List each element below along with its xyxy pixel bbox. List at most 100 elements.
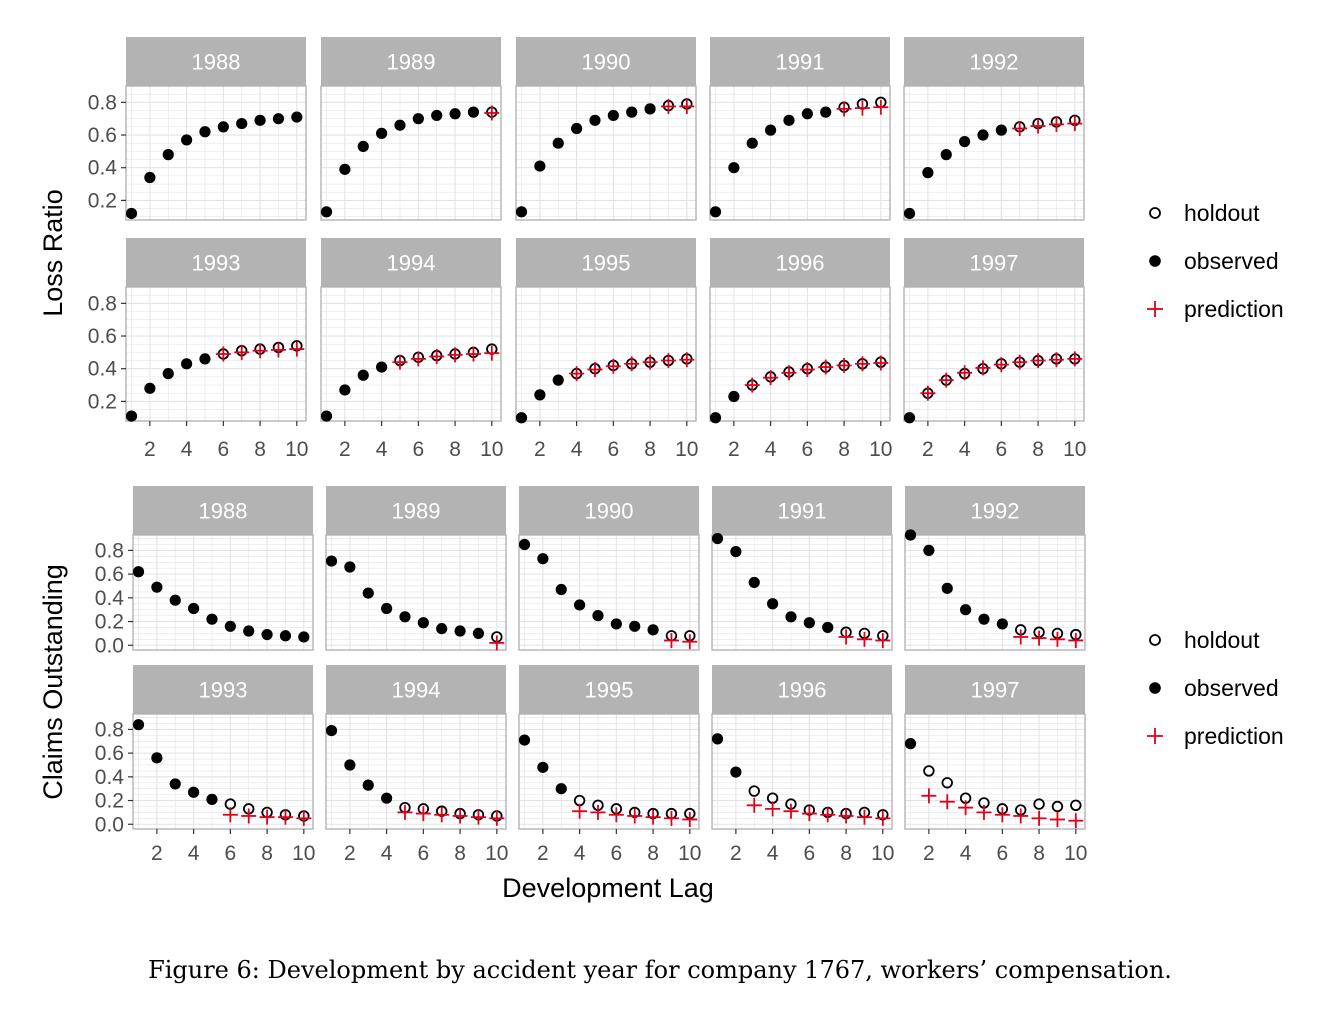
prediction-point	[854, 100, 870, 116]
observed-point	[765, 124, 777, 136]
x-tick-label: 8	[261, 842, 273, 865]
x-tick-label: 10	[1064, 842, 1087, 865]
facet-strip-label: 1996	[778, 678, 827, 703]
facet-strip-label: 1992	[971, 499, 1020, 524]
observed-legend-icon	[1149, 682, 1161, 694]
prediction-point	[234, 344, 250, 360]
observed-point	[417, 617, 429, 629]
facet-strip	[126, 37, 306, 86]
x-tick-label: 8	[838, 438, 850, 461]
x-tick-label: 6	[997, 842, 1009, 865]
x-tick-label: 10	[678, 842, 701, 865]
observed-point	[515, 206, 528, 218]
prediction-point	[682, 812, 698, 828]
x-tick-label: 6	[804, 842, 816, 865]
x-tick-label: 10	[292, 842, 315, 865]
facet-strip-label: 1997	[970, 251, 1019, 276]
x-tick-label: 6	[611, 842, 623, 865]
observed-point	[537, 761, 549, 773]
prediction-point	[222, 807, 238, 823]
facet-strip-label: 1993	[199, 678, 248, 703]
x-tick-label: 2	[144, 438, 156, 461]
prediction-point	[1068, 633, 1084, 649]
observed-point	[162, 149, 174, 161]
observed-point	[592, 610, 604, 622]
prediction-point	[682, 634, 698, 650]
observed-point	[449, 108, 461, 120]
observed-point	[325, 724, 338, 737]
prediction-point	[590, 804, 606, 820]
observed-point	[217, 121, 229, 133]
panel-border	[320, 286, 502, 422]
observed-point	[711, 532, 724, 545]
observed-point	[820, 106, 832, 118]
observed-point	[995, 124, 1007, 136]
loss-ratio-axis-title: Loss Ratio	[38, 189, 68, 317]
x-tick-label: 6	[413, 438, 425, 461]
prediction-point	[1031, 630, 1047, 646]
observed-point	[785, 611, 797, 623]
prediction-point	[215, 346, 231, 362]
panel-background	[126, 86, 306, 220]
facet-strip-label: 1989	[387, 50, 436, 75]
observed-point	[399, 611, 411, 623]
observed-point	[362, 779, 374, 791]
observed-point	[746, 137, 758, 149]
observed-point	[344, 561, 356, 573]
prediction-point	[572, 803, 588, 819]
x-tick-label: 6	[802, 438, 814, 461]
observed-point	[977, 129, 989, 141]
prediction-point	[605, 358, 621, 374]
facet-strip	[519, 665, 699, 714]
claims-outstanding-axis-title: Claims Outstanding	[38, 564, 68, 800]
prediction-point	[993, 357, 1009, 373]
x-tick-label: 10	[1063, 438, 1086, 461]
observed-point	[394, 119, 406, 131]
panel-border	[125, 286, 307, 422]
panel-border	[709, 286, 891, 422]
x-tick-label: 10	[869, 438, 892, 461]
x-tick-label: 8	[647, 842, 659, 865]
facet-strip	[905, 486, 1085, 535]
y-tick-label: 0.2	[95, 611, 124, 634]
facet-panel-1996: 1996 2 4 6 8 10	[709, 238, 892, 461]
prediction-point	[1031, 810, 1047, 826]
panel-border	[904, 534, 1086, 651]
prediction-point	[975, 360, 991, 376]
panel-border	[711, 534, 893, 651]
prediction-point	[783, 803, 799, 819]
y-tick-label: 0.0	[95, 634, 124, 657]
y-tick-label: 0.4	[95, 766, 125, 789]
observed-point	[534, 389, 546, 401]
observed-point	[574, 599, 586, 611]
observed-point	[454, 625, 466, 637]
facet-panel-1994: 1994 2 4 6 8 10	[320, 238, 503, 461]
prediction-point	[484, 105, 500, 121]
observed-point	[272, 113, 285, 125]
observed-point	[320, 410, 333, 422]
observed-point	[243, 625, 255, 637]
observed-point	[996, 618, 1008, 630]
observed-point	[904, 738, 917, 750]
x-tick-label: 8	[254, 438, 266, 461]
panel-border	[518, 713, 700, 830]
observed-point	[978, 613, 990, 625]
observed-point	[298, 631, 310, 643]
observed-point	[518, 734, 531, 746]
facet-panel-1992: 1992	[904, 486, 1086, 651]
x-tick-label: 8	[644, 438, 656, 461]
prediction-point	[920, 385, 936, 401]
panel-background	[516, 287, 696, 421]
observed-point	[162, 368, 174, 380]
panel-border	[903, 286, 1085, 422]
facet-strip-label: 1989	[392, 499, 441, 524]
legend-item-observed: observed	[1149, 675, 1279, 701]
prediction-point	[447, 347, 463, 363]
observed-point	[941, 582, 953, 594]
x-tick-label: 2	[151, 842, 163, 865]
observed-point	[803, 617, 815, 629]
panel-border	[325, 713, 507, 830]
observed-point	[709, 206, 722, 218]
facet-strip-label: 1997	[971, 678, 1020, 703]
prediction-point	[875, 633, 891, 649]
